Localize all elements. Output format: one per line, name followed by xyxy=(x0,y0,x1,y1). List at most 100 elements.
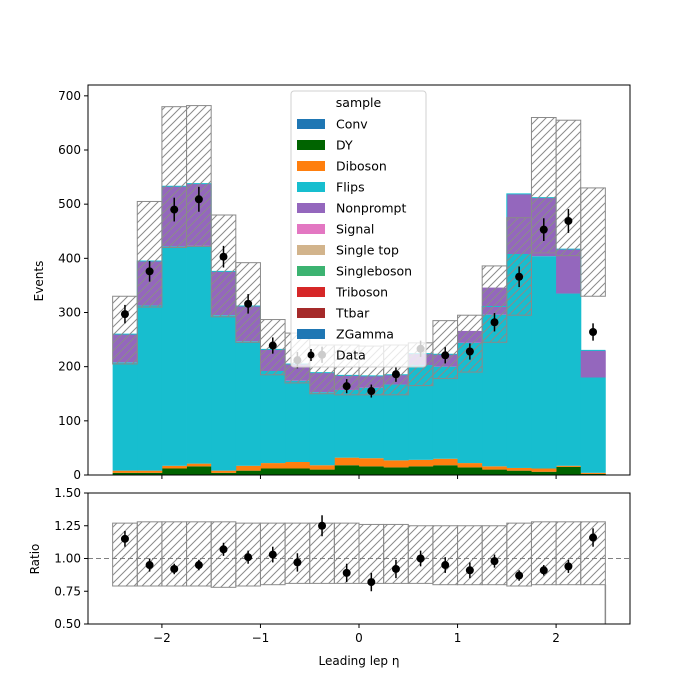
data-point xyxy=(120,310,129,319)
legend-entry: Singleboson xyxy=(297,264,412,279)
ratio-y-ticks: 0.50 0.75 1.00 1.25 1.50 xyxy=(54,486,88,631)
bar-segment xyxy=(383,384,409,461)
legend-swatch xyxy=(297,329,325,339)
legend-label: Singleboson xyxy=(336,264,412,279)
main-y-tick-label: 500 xyxy=(58,197,81,211)
ratio-y-axis-label: Ratio xyxy=(28,544,42,575)
data-point xyxy=(342,382,351,391)
main-y-tick-label: 400 xyxy=(58,251,81,265)
series-flips xyxy=(112,245,606,473)
bar-segment xyxy=(432,458,458,466)
legend-label: Ttbar xyxy=(335,306,370,321)
legend-label: Nonprompt xyxy=(336,201,406,216)
ratio-point xyxy=(145,561,154,570)
legend-label: Conv xyxy=(336,117,368,132)
bar-segment xyxy=(112,470,138,473)
main-y-tick-label: 600 xyxy=(58,143,81,157)
bar-segment xyxy=(309,465,335,470)
data-point xyxy=(391,370,400,379)
legend-entry: Diboson xyxy=(297,159,387,174)
ratio-point xyxy=(490,557,499,566)
legend-label: ZGamma xyxy=(336,327,394,342)
bar-segment xyxy=(506,467,532,471)
legend-label: Flips xyxy=(336,180,365,195)
legend-swatch xyxy=(297,266,325,276)
bar-segment xyxy=(580,350,606,378)
unc-box xyxy=(555,119,582,257)
ratio-point xyxy=(268,550,277,559)
main-y-axis-label: Events xyxy=(32,261,46,302)
bar-segment xyxy=(432,465,458,475)
legend-label: DY xyxy=(336,138,353,153)
bar-segment xyxy=(408,459,434,467)
bar-segment xyxy=(186,466,212,475)
ratio-point xyxy=(515,571,524,580)
ratio-y-tick-label: 1.00 xyxy=(54,552,81,566)
bar-segment xyxy=(235,465,261,471)
legend-entries: Conv DY Diboson Flips Nonprompt Signal Single … xyxy=(297,117,412,363)
ratio-y-tick-label: 0.50 xyxy=(54,617,81,631)
unc-box xyxy=(161,106,188,248)
bar-segment xyxy=(556,293,582,466)
unc-box xyxy=(186,105,212,247)
ratio-point xyxy=(244,553,253,562)
data-point xyxy=(539,225,548,234)
main-x-ticks xyxy=(161,475,557,479)
ratio-point xyxy=(539,566,548,575)
bar-segment xyxy=(285,462,311,469)
legend-entry: DY xyxy=(297,138,353,153)
ratio-x-ticks: −2 −1 0 1 2 xyxy=(153,624,560,645)
main-y-tick-label: 100 xyxy=(58,414,81,428)
bar-segment xyxy=(383,460,409,468)
ratio-panel: −2 −1 0 1 2 0.50 0.75 1.00 1.25 1.50 Ratio Leadi… xyxy=(28,486,631,668)
bar-segment xyxy=(137,472,163,475)
ratio-y-tick-label: 0.75 xyxy=(54,584,81,598)
bar-segment xyxy=(457,467,483,475)
bar-segment xyxy=(260,463,286,469)
ratio-uncertainty-band xyxy=(112,521,607,624)
legend-swatch xyxy=(297,308,325,318)
ratio-unc-box xyxy=(432,525,459,586)
bar-segment xyxy=(531,468,557,472)
legend-swatch xyxy=(297,245,325,255)
ratio-point xyxy=(318,521,327,530)
ratio-point xyxy=(194,561,203,570)
ratio-points xyxy=(120,515,598,592)
main-y-tick-label: 300 xyxy=(58,306,81,320)
bar-segment xyxy=(408,466,434,475)
legend-title: sample xyxy=(336,95,382,110)
bar-segment xyxy=(260,371,286,464)
main-y-tick-label: 200 xyxy=(58,360,81,374)
legend-entry: Conv xyxy=(297,117,368,132)
legend-entry: Signal xyxy=(297,222,374,237)
bar-segment xyxy=(235,470,261,475)
data-point xyxy=(515,272,524,281)
legend-swatch xyxy=(297,182,325,192)
unc-box xyxy=(580,187,606,297)
bar-segment xyxy=(359,458,385,467)
ratio-y-tick-label: 1.25 xyxy=(54,519,81,533)
legend-data-marker xyxy=(307,351,315,359)
legend: sample Conv DY Diboson Flips Nonprompt Signal… xyxy=(290,90,427,368)
unc-box xyxy=(136,200,163,308)
bar-segment xyxy=(112,472,138,475)
data-point xyxy=(441,351,450,360)
ratio-point xyxy=(391,564,400,573)
ratio-point xyxy=(589,533,598,542)
bar-segment xyxy=(309,392,335,466)
series-diboson xyxy=(112,457,606,474)
bar-segment xyxy=(309,469,335,475)
ratio-point xyxy=(367,578,376,587)
legend-entry: Nonprompt xyxy=(297,201,406,216)
legend-label: Data xyxy=(336,348,366,363)
ratio-point xyxy=(465,566,474,575)
unc-box xyxy=(506,217,532,316)
ratio-unc-box xyxy=(555,521,582,586)
legend-label: Single top xyxy=(336,243,399,258)
bar-segment xyxy=(359,466,385,475)
bar-segment xyxy=(161,465,187,469)
bar-segment xyxy=(383,467,409,475)
bar-segment xyxy=(359,387,385,459)
main-y-tick-label: 700 xyxy=(58,89,81,103)
bar-segment xyxy=(531,256,557,469)
